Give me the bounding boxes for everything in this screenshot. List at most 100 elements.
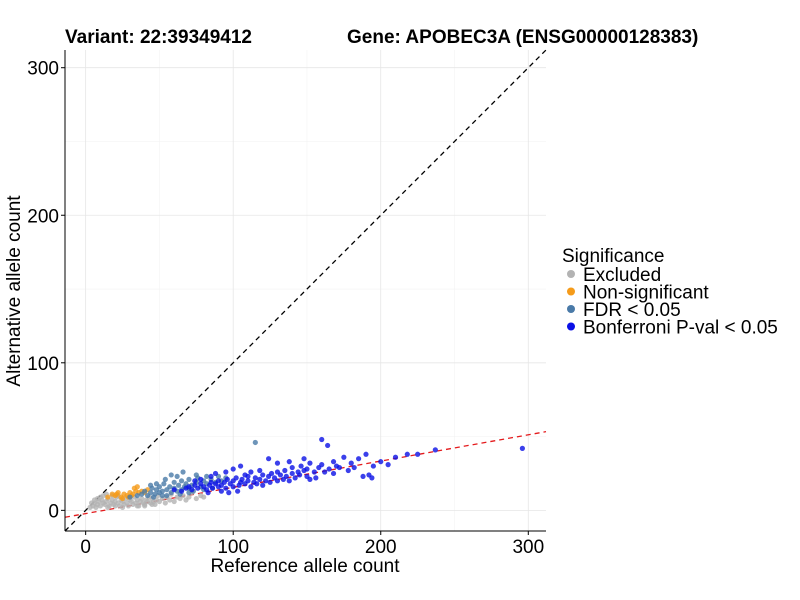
- point-bonferroni-p-val-0-05: [257, 467, 263, 474]
- point-bonferroni-p-val-0-05: [212, 470, 219, 477]
- point-excluded: [105, 504, 111, 510]
- point-fdr-0-05: [159, 488, 165, 494]
- point-bonferroni-p-val-0-05: [195, 485, 201, 491]
- point-fdr-0-05: [147, 490, 154, 496]
- point-bonferroni-p-val-0-05: [319, 436, 325, 443]
- point-fdr-0-05: [127, 494, 133, 500]
- point-excluded: [201, 494, 207, 500]
- point-bonferroni-p-val-0-05: [230, 466, 236, 472]
- point-non-significant: [119, 495, 126, 502]
- point-bonferroni-p-val-0-05: [283, 473, 289, 480]
- point-fdr-0-05: [193, 472, 199, 478]
- point-bonferroni-p-val-0-05: [392, 454, 399, 460]
- point-bonferroni-p-val-0-05: [363, 451, 369, 457]
- y-tick-label: 0: [48, 501, 59, 522]
- point-bonferroni-p-val-0-05: [292, 475, 298, 481]
- point-fdr-0-05: [159, 492, 165, 499]
- point-bonferroni-p-val-0-05: [336, 464, 343, 471]
- point-bonferroni-p-val-0-05: [218, 488, 224, 494]
- point-fdr-0-05: [153, 481, 160, 487]
- point-excluded: [193, 495, 199, 502]
- legend-label-non-significant: Non-significant: [583, 283, 709, 304]
- point-fdr-0-05: [252, 439, 258, 446]
- point-bonferroni-p-val-0-05: [301, 456, 307, 462]
- point-bonferroni-p-val-0-05: [370, 463, 376, 469]
- legend-key-bonferroni-p-val-0-05: [567, 322, 575, 331]
- point-fdr-0-05: [167, 484, 173, 490]
- point-excluded: [149, 501, 155, 508]
- point-bonferroni-p-val-0-05: [178, 488, 185, 494]
- point-fdr-0-05: [161, 481, 167, 487]
- point-fdr-0-05: [134, 492, 140, 499]
- point-bonferroni-p-val-0-05: [298, 463, 304, 469]
- point-bonferroni-p-val-0-05: [378, 459, 384, 465]
- point-bonferroni-p-val-0-05: [263, 478, 269, 484]
- point-fdr-0-05: [186, 476, 192, 482]
- legend-key-non-significant: [567, 287, 575, 296]
- point-non-significant: [134, 484, 140, 490]
- point-excluded: [167, 497, 173, 503]
- point-bonferroni-p-val-0-05: [289, 470, 295, 477]
- chart-title-gene: Gene: APOBEC3A (ENSG00000128383): [347, 27, 698, 48]
- point-bonferroni-p-val-0-05: [404, 451, 410, 457]
- point-bonferroni-p-val-0-05: [224, 476, 230, 482]
- point-bonferroni-p-val-0-05: [432, 447, 438, 453]
- point-bonferroni-p-val-0-05: [223, 485, 229, 491]
- point-bonferroni-p-val-0-05: [248, 469, 254, 475]
- point-bonferroni-p-val-0-05: [274, 478, 281, 484]
- point-bonferroni-p-val-0-05: [267, 479, 273, 485]
- legend-label-excluded: Excluded: [583, 265, 661, 286]
- point-bonferroni-p-val-0-05: [304, 466, 310, 472]
- point-excluded: [119, 504, 126, 510]
- point-fdr-0-05: [142, 488, 148, 494]
- point-bonferroni-p-val-0-05: [307, 460, 313, 466]
- point-non-significant: [105, 494, 111, 500]
- y-tick-label: 300: [27, 59, 59, 80]
- legend-title: Significance: [562, 246, 664, 267]
- point-bonferroni-p-val-0-05: [277, 472, 284, 478]
- point-excluded: [134, 503, 140, 509]
- point-bonferroni-p-val-0-05: [198, 476, 204, 482]
- point-bonferroni-p-val-0-05: [242, 472, 248, 478]
- point-bonferroni-p-val-0-05: [326, 466, 332, 472]
- x-tick-label: 300: [512, 537, 544, 558]
- x-tick-label: 100: [217, 537, 249, 558]
- chart-title-variant: Variant: 22:39349412: [65, 27, 252, 48]
- point-bonferroni-p-val-0-05: [307, 476, 313, 482]
- point-bonferroni-p-val-0-05: [237, 463, 244, 469]
- legend-key-fdr-0-05: [567, 305, 575, 313]
- point-bonferroni-p-val-0-05: [415, 451, 421, 457]
- point-bonferroni-p-val-0-05: [356, 456, 362, 462]
- point-bonferroni-p-val-0-05: [252, 475, 258, 481]
- point-bonferroni-p-val-0-05: [171, 487, 177, 493]
- point-bonferroni-p-val-0-05: [385, 462, 391, 468]
- point-excluded: [125, 503, 132, 509]
- point-fdr-0-05: [168, 472, 174, 478]
- point-fdr-0-05: [164, 492, 170, 499]
- point-bonferroni-p-val-0-05: [268, 470, 275, 477]
- point-excluded: [112, 503, 118, 509]
- point-bonferroni-p-val-0-05: [519, 445, 525, 451]
- point-bonferroni-p-val-0-05: [348, 460, 354, 466]
- point-bonferroni-p-val-0-05: [215, 478, 222, 484]
- legend: Significance ExcludedNon-significantFDR …: [562, 246, 778, 339]
- point-fdr-0-05: [171, 479, 177, 485]
- y-tick-label: 100: [27, 354, 59, 375]
- x-axis-title: Reference allele count: [210, 556, 400, 577]
- x-tick-label: 200: [365, 537, 397, 558]
- point-bonferroni-p-val-0-05: [286, 459, 292, 465]
- legend-label-fdr-0-05: FDR < 0.05: [583, 300, 681, 321]
- legend-label-bonferroni-p-val-0-05: Bonferroni P-val < 0.05: [583, 318, 778, 339]
- point-fdr-0-05: [174, 473, 180, 480]
- point-fdr-0-05: [178, 478, 185, 484]
- point-fdr-0-05: [147, 482, 154, 488]
- point-bonferroni-p-val-0-05: [330, 470, 337, 477]
- point-bonferroni-p-val-0-05: [296, 472, 303, 478]
- point-excluded: [142, 503, 148, 509]
- point-bonferroni-p-val-0-05: [286, 478, 292, 484]
- point-fdr-0-05: [176, 482, 182, 488]
- point-bonferroni-p-val-0-05: [192, 478, 198, 484]
- y-axis-title: Alternative allele count: [4, 195, 25, 387]
- point-fdr-0-05: [204, 473, 210, 480]
- point-excluded: [162, 500, 168, 506]
